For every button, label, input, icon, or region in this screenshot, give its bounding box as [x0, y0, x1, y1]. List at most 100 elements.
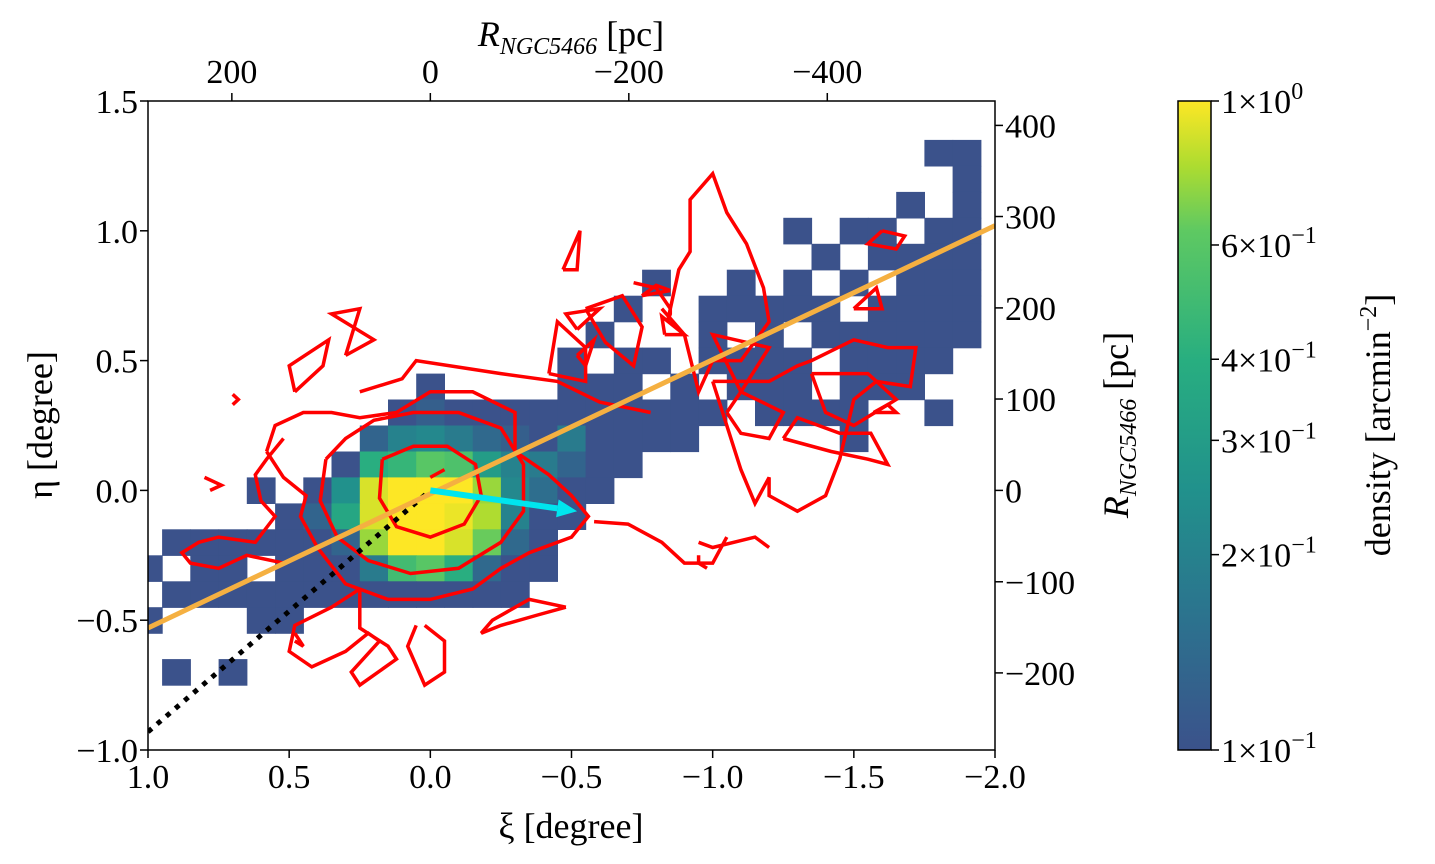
contour-line [659, 312, 690, 337]
density-bin [642, 425, 671, 453]
x-tick-label: 0.5 [268, 759, 311, 796]
y-tick-label: 0.0 [96, 473, 139, 510]
contour-line [864, 229, 908, 251]
contour-line [287, 587, 399, 688]
arrow-shaft [429, 487, 558, 512]
density-bin [331, 555, 361, 582]
density-bin [924, 139, 954, 167]
density-bin [529, 555, 558, 582]
density-bin [331, 503, 361, 530]
top-tick-label: −400 [792, 54, 862, 91]
density-bin [331, 451, 361, 479]
y-axis-label: η [degree] [20, 351, 60, 499]
contour-line [562, 306, 606, 331]
density-bin [500, 503, 530, 530]
density-bin [896, 321, 925, 349]
density-bin [924, 269, 954, 297]
y-tick-label: 0.5 [96, 344, 139, 381]
density-bin [924, 321, 954, 349]
contour-line [479, 597, 567, 635]
contour-line [633, 170, 771, 398]
density-bin [896, 295, 925, 323]
density-bin [359, 477, 389, 504]
density-bin [416, 581, 445, 608]
density-bin [896, 269, 925, 297]
right-tick-label: 0 [1005, 473, 1022, 510]
density-bin [811, 321, 841, 349]
x-axis-label: ξ [degree] [499, 806, 644, 846]
density-bin [839, 217, 869, 245]
density-bin [331, 477, 361, 504]
density-bin [896, 191, 925, 219]
density-bin [359, 425, 389, 453]
colorbar-tick-exponent: −1 [1291, 533, 1317, 559]
colorbar-tick-exponent: −1 [1291, 418, 1317, 444]
right-tick-label: 200 [1005, 291, 1056, 328]
contour-line [593, 519, 729, 565]
top-axis-label: RNGC5466 [pc] [477, 14, 664, 60]
colorbar-tick-label: 1×10−1 [1221, 728, 1317, 770]
density-bin [557, 451, 587, 479]
density-bin [162, 529, 191, 556]
density-bin [190, 529, 220, 556]
colorbar [1177, 100, 1212, 751]
density-bin [896, 347, 925, 375]
density-bin [275, 529, 304, 556]
density-bin [416, 425, 445, 453]
right-tick-label: 300 [1005, 200, 1056, 237]
contour-line [561, 230, 582, 272]
density-bin [529, 477, 558, 504]
density-bin [952, 295, 982, 323]
contour-line [293, 632, 305, 648]
density-bin [952, 269, 982, 297]
right-tick-label: 400 [1005, 108, 1056, 145]
density-bin [218, 555, 248, 582]
density-bin [726, 269, 756, 297]
density-bin [952, 165, 982, 193]
y-tick-label: −1.0 [76, 733, 138, 770]
density-bin [246, 607, 276, 634]
density-bin [952, 321, 982, 349]
x-tick-label: 1.0 [127, 759, 170, 796]
top-tick-label: 200 [206, 54, 257, 91]
colorbar-tick-label: 2×10−1 [1221, 533, 1317, 575]
density-bin [444, 529, 474, 556]
y-tick-label: −0.5 [76, 603, 138, 640]
colorbar-tick-label: 3×10−1 [1221, 418, 1317, 460]
density-bin [246, 581, 276, 608]
density-bins [148, 139, 982, 686]
density-bin [952, 243, 982, 271]
contour-line [711, 337, 918, 514]
density-bin [218, 659, 248, 686]
density-bin [924, 217, 954, 245]
density-bin [783, 373, 813, 401]
density-bin [698, 295, 728, 323]
density-bin [670, 399, 700, 427]
top-tick-label: 0 [422, 54, 439, 91]
density-bin [388, 477, 417, 504]
contour-line [359, 358, 651, 415]
density-bin [500, 529, 530, 556]
density-bin [388, 529, 417, 556]
contour-line [872, 402, 901, 415]
density-bin [613, 451, 643, 479]
contour-line [641, 283, 671, 298]
density-bin [585, 425, 615, 453]
density-bin [500, 581, 530, 608]
contour-line [709, 332, 786, 441]
colorbar-tick-exponent: −1 [1291, 728, 1317, 754]
contour-line [405, 624, 447, 688]
density-bin [867, 347, 897, 375]
density-bin [359, 451, 389, 479]
contour-line [287, 335, 332, 394]
density-bin [359, 529, 389, 556]
density-bin [148, 555, 163, 582]
density-bin [755, 373, 784, 401]
contour-line [203, 475, 226, 492]
colorbar-tick-label: 1×100 [1221, 79, 1303, 121]
right-tick-label: 100 [1005, 382, 1056, 419]
dotted-line [148, 488, 432, 734]
contour-line [179, 437, 285, 571]
y-tick-label: 1.0 [96, 214, 139, 251]
